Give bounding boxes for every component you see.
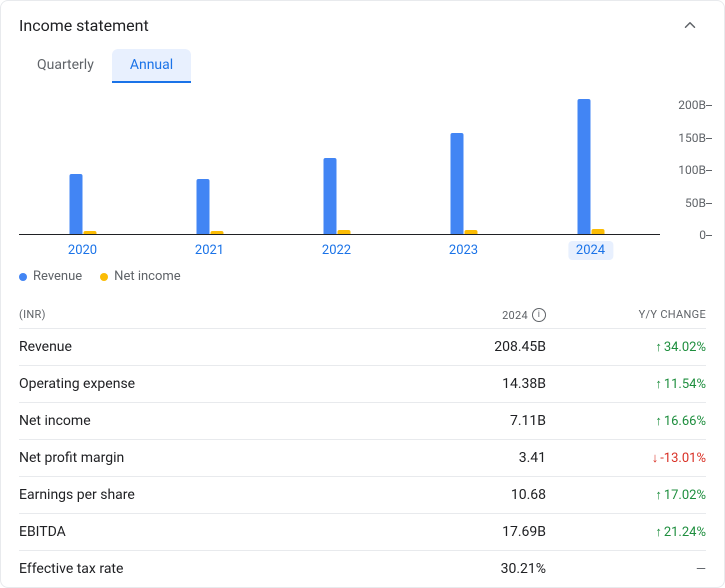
y-tick-mark [706,138,712,139]
collapse-button[interactable] [674,9,706,41]
period-tabs: QuarterlyAnnual [19,49,706,83]
row-label: Earnings per share [19,487,386,503]
legend-dot [100,273,108,281]
row-change: ↑21.24% [546,524,706,540]
row-change: ↑17.02% [546,487,706,503]
bar-net-income [464,230,477,234]
x-axis-labels: 2020 2021 2022 2023 2024 [19,239,654,263]
y-tick-mark [706,105,712,106]
bar-revenue [69,174,82,234]
row-change: ↑16.66% [546,413,706,429]
bar-revenue [323,158,336,234]
bar-revenue [450,133,463,234]
value-column-header: 2024 i [386,308,546,322]
table-body: Revenue208.45B↑34.02%Operating expense14… [19,328,706,587]
legend-item-net-income[interactable]: Net income [100,269,181,284]
chevron-up-icon [681,16,699,34]
table-row[interactable]: Revenue208.45B↑34.02% [19,328,706,365]
legend-item-revenue[interactable]: Revenue [19,269,82,284]
x-label-2020[interactable]: 2020 [60,241,105,260]
y-tick-mark [706,203,712,204]
chart-legend: Revenue Net income [19,269,706,284]
bar-group-2022[interactable] [323,158,350,234]
legend-label: Revenue [33,269,82,284]
bar-group-2021[interactable] [196,179,223,234]
row-value: 3.41 [386,450,546,466]
row-value: 208.45B [386,339,546,355]
y-tick-mark [706,235,712,236]
row-label: Operating expense [19,376,386,392]
tab-annual[interactable]: Annual [112,49,191,83]
tab-quarterly[interactable]: Quarterly [19,49,112,83]
legend-dot [19,273,27,281]
table-header: (INR) 2024 i Y/Y CHANGE [19,302,706,328]
table-row[interactable]: Earnings per share10.68↑17.02% [19,476,706,513]
y-tick-mark [706,170,712,171]
x-label-2023[interactable]: 2023 [441,241,486,260]
row-label: Revenue [19,339,386,355]
row-label: Net profit margin [19,450,386,466]
row-label: Net income [19,413,386,429]
card-title: Income statement [19,16,149,35]
change-column-header: Y/Y CHANGE [546,308,706,322]
row-label: Effective tax rate [19,561,386,577]
table-row[interactable]: Net income7.11B↑16.66% [19,402,706,439]
bar-group-2024[interactable] [577,99,604,234]
bar-group-2023[interactable] [450,133,477,234]
row-value: 17.69B [386,524,546,540]
bar-revenue [577,99,590,234]
bar-net-income [591,229,604,234]
row-value: 30.21% [386,561,546,577]
y-tick-label: 0 [699,228,706,242]
row-label: EBITDA [19,524,386,540]
row-change: ↓-13.01% [546,450,706,466]
chart-area: 0 50B 100B 150B 200B 2020 2021 2022 2023 2024 [19,93,706,263]
row-value: 14.38B [386,376,546,392]
bar-group-2020[interactable] [69,174,96,234]
bar-chart [19,99,654,235]
y-axis: 050B100B150B200B [658,99,706,235]
bar-net-income [83,231,96,234]
x-label-2024[interactable]: 2024 [568,241,613,260]
row-change: — [546,562,706,577]
y-tick-label: 50B [685,196,706,210]
x-label-2022[interactable]: 2022 [314,241,359,260]
income-statement-card: Income statement QuarterlyAnnual 0 50B 100… [0,0,725,588]
table-row[interactable]: Operating expense14.38B↑11.54% [19,365,706,402]
y-tick-label: 100B [678,163,706,177]
x-label-2021[interactable]: 2021 [187,241,232,260]
table-row[interactable]: Net profit margin3.41↓-13.01% [19,439,706,476]
bar-net-income [337,230,350,234]
currency-label: (INR) [19,308,386,322]
row-change: ↑11.54% [546,376,706,392]
legend-label: Net income [114,269,181,284]
table-row[interactable]: Effective tax rate30.21%— [19,550,706,587]
row-value: 7.11B [386,413,546,429]
y-tick-label: 150B [678,131,706,145]
card-header: Income statement [19,1,706,45]
y-tick-label: 200B [678,98,706,112]
row-change: ↑34.02% [546,339,706,355]
bar-revenue [196,179,209,234]
info-icon[interactable]: i [532,308,546,322]
table-row[interactable]: EBITDA17.69B↑21.24% [19,513,706,550]
row-value: 10.68 [386,487,546,503]
bar-net-income [210,231,223,234]
